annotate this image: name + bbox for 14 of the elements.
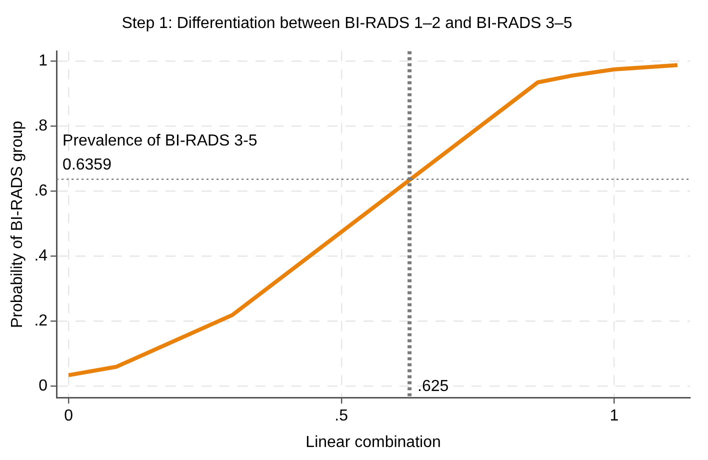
y-tick-label: .4	[34, 247, 48, 264]
x-tick-label: 1	[610, 408, 619, 425]
y-tick-label: 0	[38, 377, 48, 394]
x-axis-title: Linear combination	[306, 434, 441, 451]
y-tick-label: .2	[34, 312, 48, 330]
ref-line-label: Prevalence of BI-RADS 3-5 0.6359	[62, 132, 258, 174]
y-tick-label: .8	[34, 117, 48, 134]
y-axis-title: Probability of BI-RADS group	[9, 120, 26, 328]
x-tick-label: .5	[334, 408, 348, 425]
x-tick-label: 0	[64, 408, 74, 425]
y-tick-label: 1	[38, 52, 48, 70]
y-tick-label: .6	[34, 182, 48, 200]
ref-line-label: .625	[418, 378, 449, 396]
chart-title: Step 1: Differentiation between BI-RADS 1–2 and BI-RADS 3–5	[122, 15, 572, 32]
